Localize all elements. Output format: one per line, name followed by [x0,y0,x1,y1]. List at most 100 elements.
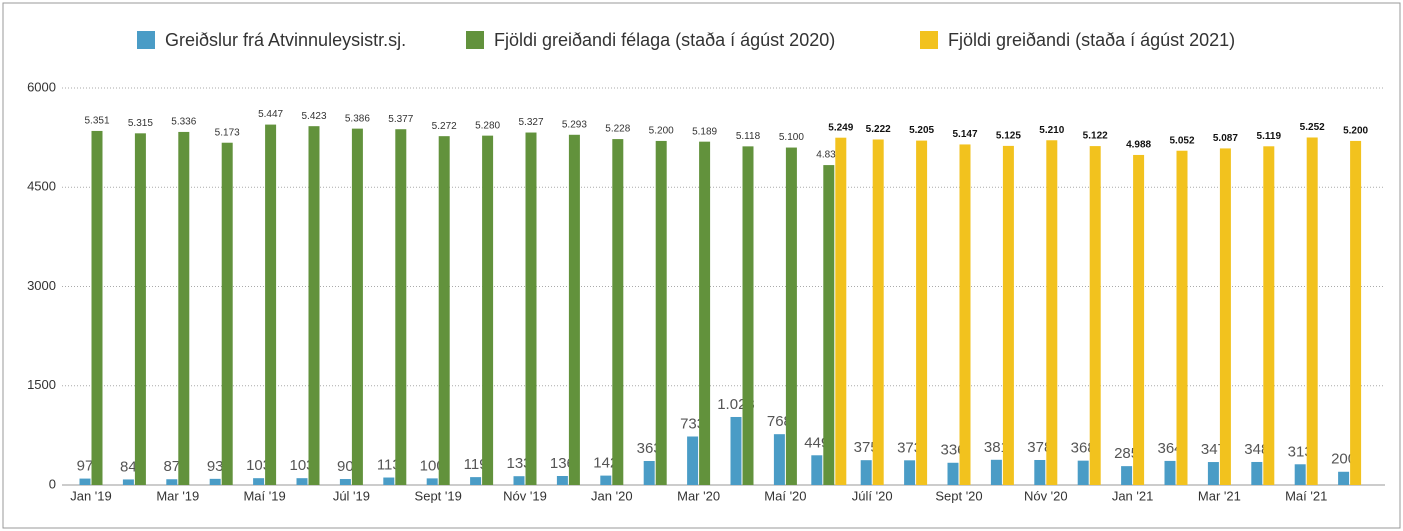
value-label: 5.336 [171,117,196,128]
y-tick-label: 0 [49,476,56,491]
legend-swatch [920,31,938,49]
bar [383,477,395,485]
x-tick-label: Nóv '20 [1024,488,1068,503]
bar [79,478,91,485]
value-label: 5.377 [388,114,413,125]
value-label: 733 [680,415,705,432]
value-label: 4.988 [1126,140,1151,151]
value-label: 200 [1331,451,1356,468]
value-label: 285 [1114,445,1139,462]
bar [395,129,407,485]
value-label: 5.119 [1257,131,1282,142]
value-label: 103 [289,457,314,474]
x-tick-label: Sept '19 [415,488,462,503]
bar [872,139,884,485]
value-label: 768 [767,413,792,430]
value-label: 313 [1288,443,1313,460]
bar [1089,146,1101,485]
value-label: 5.100 [779,132,804,143]
bar [860,460,872,485]
value-label: 5.228 [605,124,630,135]
bar [134,133,146,486]
bar [699,141,711,485]
value-label: 348 [1244,441,1269,458]
value-label: 5.087 [1213,133,1238,144]
value-label: 5.386 [345,113,370,124]
bar [556,476,568,485]
y-tick-label: 1500 [27,377,56,392]
bar [1306,137,1318,485]
bar [1121,466,1133,485]
bar [1338,471,1350,485]
value-label: 5.052 [1169,135,1194,146]
bar [1002,145,1014,486]
value-label: 5.118 [736,131,761,142]
bar [221,142,233,485]
value-label: 5.351 [84,116,109,127]
value-label: 5.173 [215,127,240,138]
value-label: 5.252 [1300,122,1325,133]
y-tick-label: 6000 [27,79,56,94]
x-tick-label: Jan '20 [591,488,633,503]
x-tick-label: Maí '19 [243,488,285,503]
bar [513,476,525,485]
value-label: 381 [984,439,1009,456]
value-label: 5.189 [692,126,717,137]
bar [482,135,494,485]
bar [1077,460,1089,485]
value-label: 133 [506,455,531,472]
value-label: 5.122 [1083,131,1108,142]
x-tick-label: Nóv '19 [503,488,547,503]
bar [612,139,624,485]
bar [1207,462,1219,485]
value-label: 5.272 [432,121,457,132]
bar [122,479,134,485]
value-label: 336 [940,442,965,459]
bar [1176,150,1188,485]
legend-swatch [466,31,484,49]
bar [178,131,190,485]
legend-label: Fjöldi greiðandi (staða í ágúst 2021) [948,30,1235,50]
bar [1294,464,1306,485]
bar [730,416,742,485]
x-tick-label: Maí '21 [1285,488,1327,503]
value-label: 93 [207,458,224,475]
bar [1034,459,1046,485]
bar [773,434,785,485]
value-label: 364 [1157,440,1182,457]
bar [1263,146,1275,485]
bar [426,478,438,485]
value-label: 5.327 [518,117,543,128]
value-label: 5.280 [475,120,500,131]
bar [823,165,835,485]
value-label: 5.447 [258,109,283,120]
bar [1219,148,1231,486]
value-label: 5.125 [996,131,1021,142]
value-label: 97 [77,458,94,475]
bar [835,137,847,485]
value-label: 100 [420,457,445,474]
bar [1164,460,1176,485]
legend-swatch [137,31,155,49]
legend-label: Fjöldi greiðandi félaga (staða í ágúst 2… [494,30,835,50]
bar [687,436,699,485]
value-label: 84 [120,458,137,475]
value-label: 90 [337,458,354,475]
bar [600,475,612,485]
value-label: 5.210 [1039,125,1064,136]
value-label: 347 [1201,441,1226,458]
value-label: 368 [1071,440,1096,457]
x-tick-label: Jan '19 [70,488,112,503]
value-label: 449 [804,434,829,451]
value-label: 5.200 [1343,126,1368,137]
value-label: 119 [464,456,488,473]
value-label: 4.835 [816,150,841,161]
x-tick-label: Júlí '20 [852,488,893,503]
bar [470,477,482,485]
bar [265,124,277,486]
bar [785,147,797,486]
value-label: 103 [246,457,271,474]
bar [1251,461,1263,485]
bar [990,459,1002,485]
